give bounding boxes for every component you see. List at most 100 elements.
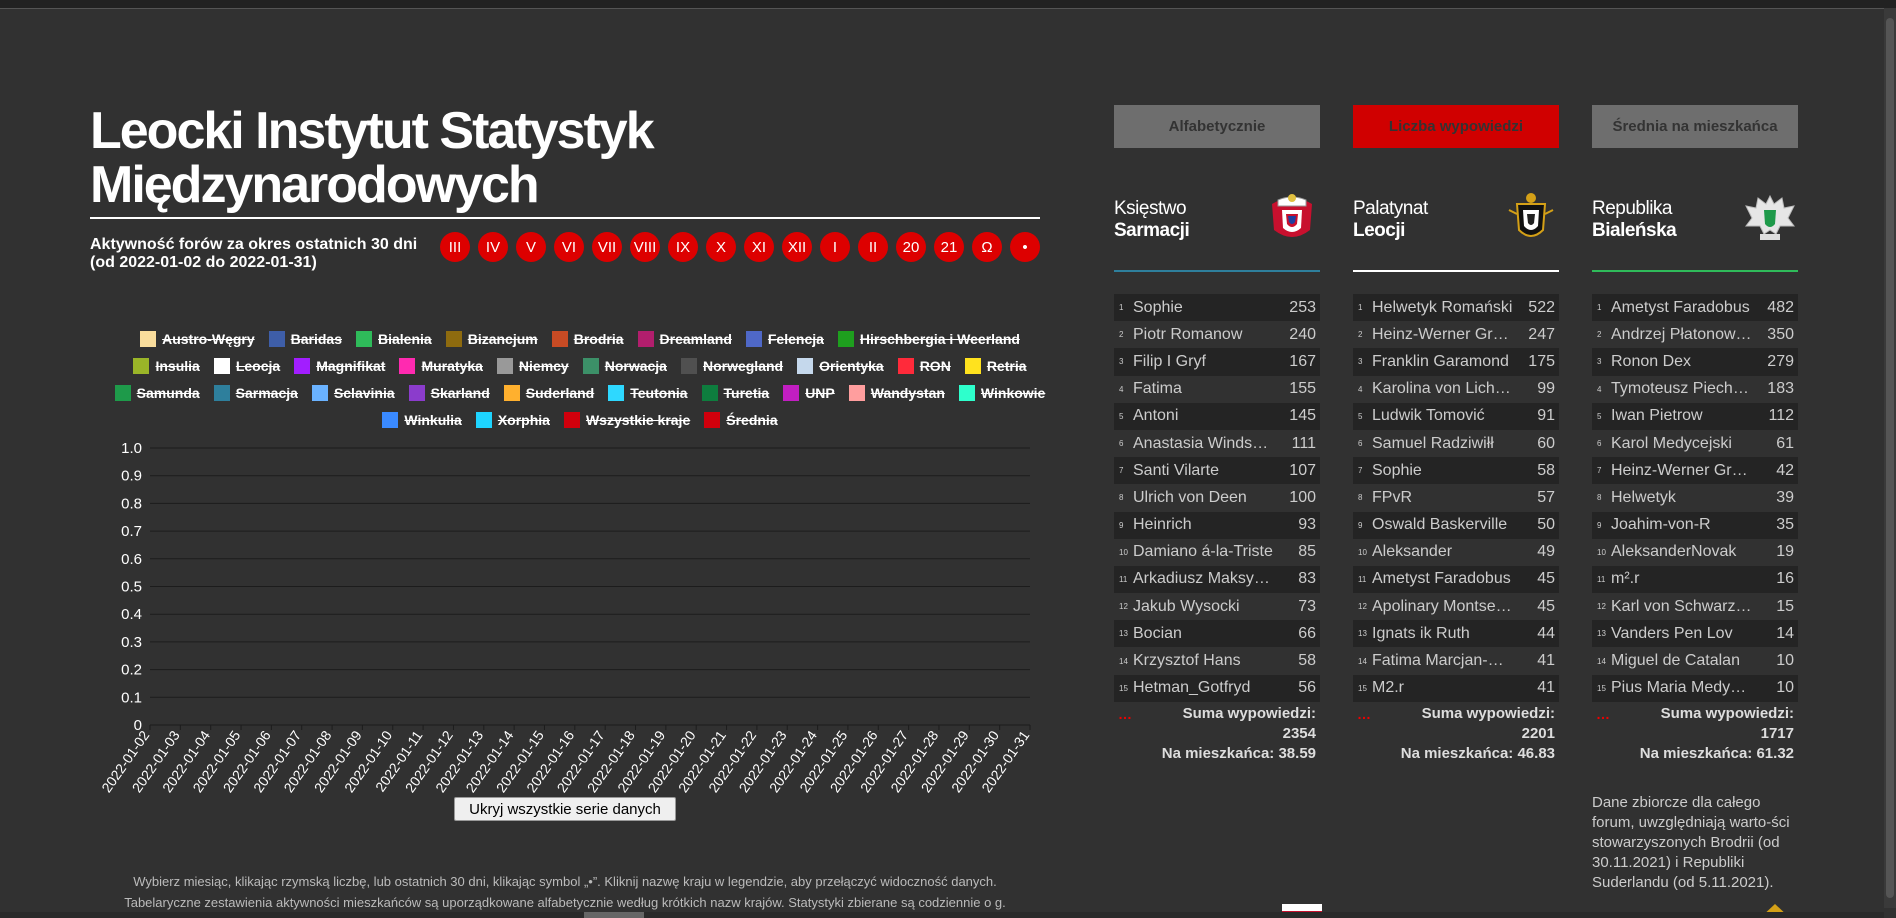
- legend-item[interactable]: Suderland: [503, 384, 594, 402]
- legend-item[interactable]: Norwacja: [582, 357, 667, 375]
- table-row: 12 Jakub Wysocki 73: [1114, 593, 1320, 620]
- legend-label: Sarmacja: [235, 385, 298, 401]
- legend-swatch: [140, 331, 157, 347]
- table-row: 1 Helwetyk Romański 522: [1353, 294, 1559, 322]
- month-button[interactable]: XI: [744, 232, 774, 262]
- legend-item[interactable]: Bizancjum: [445, 330, 538, 348]
- legend-label: Baridas: [290, 331, 342, 347]
- legend-item[interactable]: Bialenia: [356, 330, 432, 348]
- legend-label: Austro-Węgry: [162, 331, 255, 347]
- legend-swatch: [294, 358, 311, 374]
- panel-sarmacja: Księstwo Sarmacji 1 Sophie 253 2 Piotr Roman…: [1114, 190, 1320, 762]
- legend-item[interactable]: Felencja: [745, 330, 824, 348]
- rank-number: 3: [1358, 357, 1363, 367]
- rank-number: 12: [1358, 602, 1367, 612]
- month-button[interactable]: II: [858, 232, 888, 262]
- hide-all-series-button[interactable]: Ukryj wszystkie serie danych: [454, 797, 676, 821]
- legend-item[interactable]: Sarmacja: [213, 384, 298, 402]
- rank-number: 7: [1119, 466, 1124, 476]
- user-name: Ametyst Faradobus: [1611, 298, 1750, 316]
- month-button[interactable]: I: [820, 232, 850, 262]
- month-button[interactable]: VIII: [630, 232, 660, 262]
- legend-item[interactable]: UNP: [783, 384, 835, 402]
- browser-top-bar: [0, 0, 1896, 9]
- legend-label: Norwacja: [604, 358, 667, 374]
- month-button[interactable]: XII: [782, 232, 812, 262]
- legend-item[interactable]: Hirschbergia i Weerland: [837, 330, 1020, 348]
- legend-item[interactable]: Orientyka: [797, 357, 884, 375]
- sort-post-count-label: Liczba wypowiedzi: [1388, 118, 1524, 135]
- vertical-scrollbar[interactable]: [1884, 8, 1896, 908]
- legend-label: Muratyka: [421, 358, 483, 374]
- sum-label: Suma wypowiedzi:: [1421, 705, 1555, 722]
- post-count: 66: [1298, 624, 1316, 642]
- month-button[interactable]: VII: [592, 232, 622, 262]
- legend-item[interactable]: Winkowie: [958, 384, 1045, 402]
- month-button[interactable]: IX: [668, 232, 698, 262]
- month-button[interactable]: III: [440, 232, 470, 262]
- vertical-scroll-thumb[interactable]: [1886, 18, 1894, 898]
- legend-label: Samunda: [136, 385, 200, 401]
- legend-item[interactable]: RON: [897, 357, 951, 375]
- more-link[interactable]: …: [1596, 706, 1610, 722]
- legend-item[interactable]: Sclavinia: [311, 384, 395, 402]
- legend-item[interactable]: Austro-Węgry: [140, 330, 255, 348]
- month-button[interactable]: •: [1010, 232, 1040, 262]
- legend-item[interactable]: Leocja: [213, 357, 280, 375]
- legend-item[interactable]: Teutonia: [608, 384, 688, 402]
- legend-swatch: [133, 358, 150, 374]
- legend-item[interactable]: Niemcy: [496, 357, 569, 375]
- month-button[interactable]: X: [706, 232, 736, 262]
- legend-item[interactable]: Muratyka: [399, 357, 483, 375]
- rank-number: 13: [1119, 629, 1128, 639]
- legend-item[interactable]: Brodria: [551, 330, 624, 348]
- more-link[interactable]: …: [1357, 706, 1371, 722]
- post-count: 61: [1776, 434, 1794, 452]
- table-row: 10 Damiano á-la-Triste 85: [1114, 539, 1320, 566]
- legend-item[interactable]: Norwegland: [680, 357, 783, 375]
- horizontal-scrollbar[interactable]: [0, 912, 1884, 918]
- table-row: 3 Franklin Garamond 175: [1353, 348, 1559, 376]
- legend-item[interactable]: Magnifikat: [294, 357, 385, 375]
- legend-swatch: [496, 358, 513, 374]
- month-button[interactable]: Ω: [972, 232, 1002, 262]
- legend-label: RON: [919, 358, 951, 374]
- legend-item[interactable]: Samunda: [114, 384, 200, 402]
- legend-item[interactable]: Turetia: [701, 384, 769, 402]
- legend-item[interactable]: Dreamland: [637, 330, 732, 348]
- post-count: 247: [1528, 325, 1555, 343]
- legend-label: Winkulia: [404, 412, 462, 428]
- more-link[interactable]: …: [1118, 706, 1132, 722]
- y-tick-label: 0.7: [121, 523, 142, 540]
- month-button[interactable]: VI: [554, 232, 584, 262]
- legend-label: Wszystkie kraje: [585, 412, 691, 428]
- legend-label: Retria: [986, 358, 1027, 374]
- legend-item[interactable]: Skarland: [408, 384, 490, 402]
- post-count: 522: [1528, 298, 1555, 316]
- legend-item[interactable]: Retria: [964, 357, 1027, 375]
- legend-item[interactable]: Średnia: [704, 411, 778, 429]
- legend-item[interactable]: Winkulia: [382, 411, 462, 429]
- user-name: Ronon Dex: [1611, 352, 1692, 370]
- panel-header: Palatynat Leocji: [1353, 190, 1559, 270]
- month-button[interactable]: 20: [896, 232, 926, 262]
- legend-label: Wandystan: [870, 385, 945, 401]
- legend-item[interactable]: Wandystan: [848, 384, 945, 402]
- table-row: 11 m².r 16: [1592, 565, 1798, 594]
- legend-item[interactable]: Insulia: [133, 357, 200, 375]
- month-button[interactable]: V: [516, 232, 546, 262]
- sort-post-count-button[interactable]: Liczba wypowiedzi: [1353, 105, 1559, 148]
- legend-item[interactable]: Wszystkie kraje: [563, 411, 691, 429]
- user-name: Damiano á-la-Triste: [1133, 543, 1273, 561]
- legend-item[interactable]: Xorphia: [475, 411, 550, 429]
- legend-item[interactable]: Baridas: [268, 330, 342, 348]
- country-name-top: Palatynat: [1353, 198, 1428, 219]
- sort-alphabetical-button[interactable]: Alfabetycznie: [1114, 105, 1320, 148]
- month-button[interactable]: 21: [934, 232, 964, 262]
- sort-per-capita-button[interactable]: Średnia na mieszkańca: [1592, 105, 1798, 148]
- month-button[interactable]: IV: [478, 232, 508, 262]
- rank-number: 1: [1358, 303, 1363, 313]
- legend-swatch: [964, 358, 981, 374]
- user-name: M2.r: [1372, 679, 1404, 697]
- horizontal-scroll-thumb[interactable]: [584, 912, 644, 918]
